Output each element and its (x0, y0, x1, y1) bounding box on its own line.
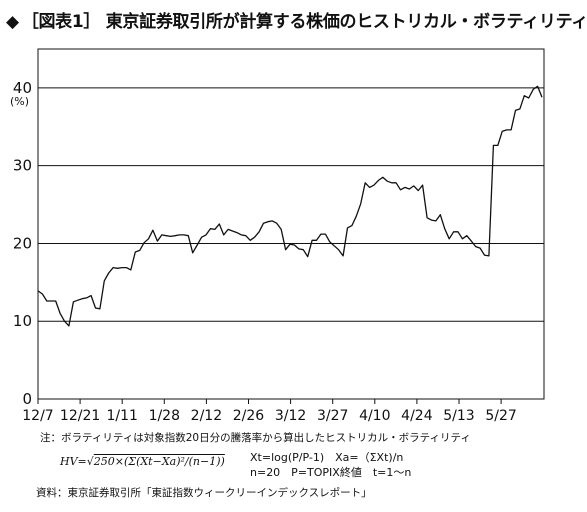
x-axis: 12/7 12/21 1/11 1/28 2/12 2/26 3/12 3/27 4/10 4/2… (22, 399, 517, 424)
y-tick-label: 20 (13, 234, 32, 252)
chart-title: ◆ ［図表1］ 東京証券取引所が計算する株価のヒストリカル・ボラティリティ (6, 7, 587, 32)
y-axis: 0 10 20 30 40 (13, 79, 32, 408)
y-tick-label: 40 (13, 79, 32, 97)
formula-rhs: 250×(Σ(Xt−Xa)²/(n−1)) (93, 455, 225, 468)
chart-svg: 0 10 20 30 40 12/7 12/21 1/11 1/28 2/12 2/26 3/12 3… (13, 48, 545, 424)
x-tick-label: 12/7 (22, 408, 53, 424)
y-tick-label: 10 (13, 312, 32, 330)
grid-lines (38, 87, 544, 322)
y-tick-label: 0 (22, 390, 32, 408)
note-line-1: 注：ボラティリティは対象指数20日分の騰落率から算出したヒストリカル・ボラティリ… (40, 432, 471, 444)
x-tick-label: 2/12 (191, 408, 222, 424)
y-axis-unit-label: (%) (10, 95, 30, 108)
chart-title-text: ［図表1］ 東京証券取引所が計算する株価のヒストリカル・ボラティリティ (21, 12, 587, 32)
source-note: 資料：東京証券取引所「東証指数ウィークリーインデックスレポート」 (36, 487, 372, 499)
x-tick-label: 5/13 (443, 408, 474, 424)
x-tick-label: 3/12 (275, 408, 306, 424)
x-tick-label: 5/27 (485, 408, 516, 424)
formula-lhs: HV= (60, 455, 87, 468)
plot-frame (37, 48, 545, 400)
x-tick-label: 4/24 (401, 408, 433, 424)
hv-formula: HV=√250×(Σ(Xt−Xa)²/(n−1)) (60, 455, 225, 468)
formula-definitions-1: Xt=log(P/P-1) Xa=（ΣXt)/n (250, 451, 404, 464)
x-tick-label: 1/11 (106, 408, 137, 424)
x-tick-label: 12/21 (60, 408, 100, 424)
series-line-volatility (37, 85, 543, 327)
diamond-icon: ◆ (6, 12, 19, 32)
x-tick-label: 3/27 (317, 408, 348, 424)
x-tick-label: 1/28 (149, 408, 180, 424)
x-tick-label: 2/26 (233, 408, 265, 424)
sqrt-icon: √ (86, 455, 94, 468)
x-tick-label: 4/10 (359, 408, 390, 424)
y-tick-label: 30 (13, 157, 32, 175)
formula-definitions-2: n=20 P=TOPIX終値 t=1〜n (250, 466, 412, 479)
